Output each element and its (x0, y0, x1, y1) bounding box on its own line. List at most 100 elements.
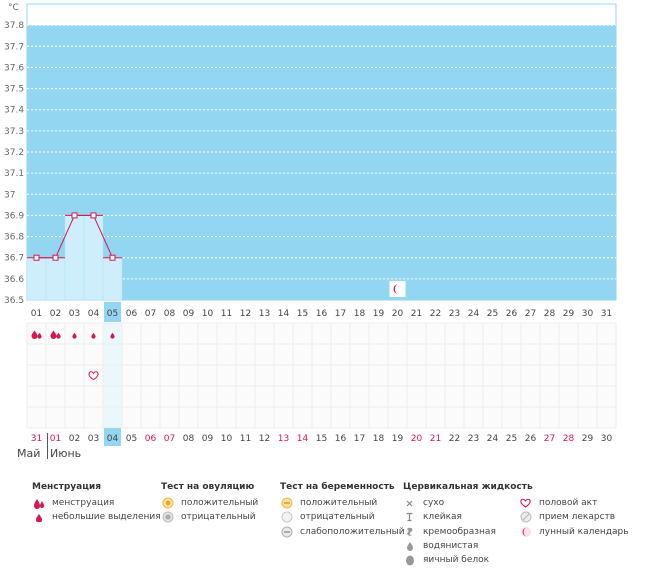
day-label: 04 (88, 309, 100, 319)
bottom-day-label: 05 (126, 434, 137, 444)
day-label: 22 (430, 309, 441, 319)
legend-item: водянистая (403, 539, 533, 553)
legend-item: слабоположительный (280, 525, 405, 539)
legend-item: небольшие выделения (32, 510, 161, 524)
bottom-day-label: 29 (582, 434, 594, 444)
circle-yellow-icon (280, 497, 293, 509)
moon-icon-bg (389, 281, 406, 297)
y-tick-label: 37 (4, 190, 15, 200)
day-label: 01 (31, 309, 42, 319)
cross-icon (403, 497, 416, 509)
bottom-day-label: 25 (506, 434, 517, 444)
eggwhite-icon (403, 554, 416, 566)
bottom-day-label: 31 (31, 434, 42, 444)
legend-item: положительный (280, 496, 405, 510)
day-label: 30 (582, 309, 594, 319)
day-label: 21 (411, 309, 422, 319)
menstruation-mark (31, 330, 38, 339)
y-axis: 37.8 37.7 37.6 37.5 37.4 37.3 37.2 37.1 37 36.9 36… (4, 3, 24, 306)
temperature-column (26, 257, 47, 301)
y-tick-label: 37.2 (4, 148, 24, 158)
bottom-day-label: 18 (373, 434, 385, 444)
legend-item: кремообразная (403, 525, 533, 539)
y-tick-label: 36.5 (4, 296, 24, 306)
moon-icon (389, 281, 406, 297)
circle-light-icon (280, 511, 293, 523)
day-label: 16 (316, 309, 328, 319)
day-label: 06 (126, 309, 138, 319)
plot-background (27, 25, 616, 301)
bottom-day-label: 24 (487, 434, 499, 444)
symbol-grid (26, 322, 617, 429)
day-label: 11 (221, 309, 232, 319)
legend-item: прием лекарств (519, 510, 629, 524)
temperature-chart: 37.8 37.7 37.6 37.5 37.4 37.3 37.2 37.1 37 36.9 36… (4, 3, 617, 446)
legend-ovulation: Тест на овуляцию положительный отрицател… (161, 482, 258, 525)
y-tick-label: 37.3 (4, 127, 24, 137)
bottom-day-label: 08 (183, 434, 195, 444)
day-label: 23 (449, 309, 460, 319)
temperature-column (64, 215, 85, 301)
legend-item: отрицательный (280, 510, 405, 524)
menstruation-mark (72, 332, 77, 339)
legend-label: положительный (300, 498, 378, 509)
legend-item: менструация (32, 496, 161, 510)
day-label: 07 (145, 309, 156, 319)
legend-item: положительный (161, 496, 258, 510)
bottom-day-label: 16 (335, 434, 347, 444)
legend-label: лунный календарь (539, 526, 629, 537)
y-tick-label: 36.9 (4, 211, 24, 221)
month-current-label: Июнь (50, 447, 82, 460)
menstruation-mark (91, 332, 96, 339)
bottom-day-label: 06 (145, 434, 157, 444)
menstruation-mark (110, 332, 115, 339)
bottom-day-label: 07 (164, 434, 175, 444)
selected-day-column (103, 323, 122, 428)
legend-label: менструация (52, 498, 115, 509)
legend-pregnancy: Тест на беременность положительный отриц… (280, 482, 405, 539)
legend-label: водянистая (423, 541, 479, 552)
legend-label: положительный (181, 498, 259, 509)
heart-icon (519, 497, 532, 509)
month-divider (47, 433, 48, 459)
bottom-day-label: 13 (278, 434, 289, 444)
day-label: 12 (240, 309, 251, 319)
day-label: 18 (354, 309, 366, 319)
symbol-grid-bg (27, 323, 616, 428)
selected-day-highlight (104, 302, 121, 322)
legend-label: прием лекарств (539, 512, 616, 523)
legend-pregnancy-title: Тест на беременность (280, 482, 395, 492)
temperature-column (83, 215, 104, 301)
y-tick-label: 37.4 (4, 106, 24, 116)
y-unit-label: °C (8, 3, 19, 13)
legend-label: небольшие выделения (52, 512, 161, 523)
day-label: 27 (525, 309, 536, 319)
creamy-icon (403, 526, 416, 538)
bottom-day-label: 21 (430, 434, 441, 444)
bottom-day-label: 03 (88, 434, 99, 444)
y-tick-label: 37.1 (4, 169, 24, 179)
bottom-day-label: 15 (316, 434, 327, 444)
temperature-series (27, 212, 406, 297)
y-tick-label: 37.6 (4, 63, 24, 73)
bottom-day-label: 02 (69, 434, 80, 444)
legend-menstruation-title: Менструация (32, 482, 101, 492)
day-label: 20 (392, 309, 404, 319)
day-label: 03 (69, 309, 80, 319)
bottom-day-label: 20 (411, 434, 423, 444)
legend-item: сухо (403, 496, 533, 510)
bottom-day-label: 01 (50, 434, 61, 444)
legend-label: кремообразная (423, 526, 496, 537)
legend-other: половой акт прием лекарств лунный календ… (519, 482, 629, 539)
day-label: 25 (487, 309, 498, 319)
day-label: 08 (164, 309, 176, 319)
circle-gray-icon (161, 511, 174, 523)
bottom-day-label: 04 (107, 434, 119, 444)
heart-icon (88, 371, 99, 381)
legend-item: отрицательный (161, 510, 258, 524)
day-label: 26 (506, 309, 518, 319)
day-label: 09 (183, 309, 195, 319)
legend-item: лунный календарь (519, 525, 629, 539)
bottom-day-label: 11 (240, 434, 251, 444)
bottom-day-label: 22 (449, 434, 460, 444)
